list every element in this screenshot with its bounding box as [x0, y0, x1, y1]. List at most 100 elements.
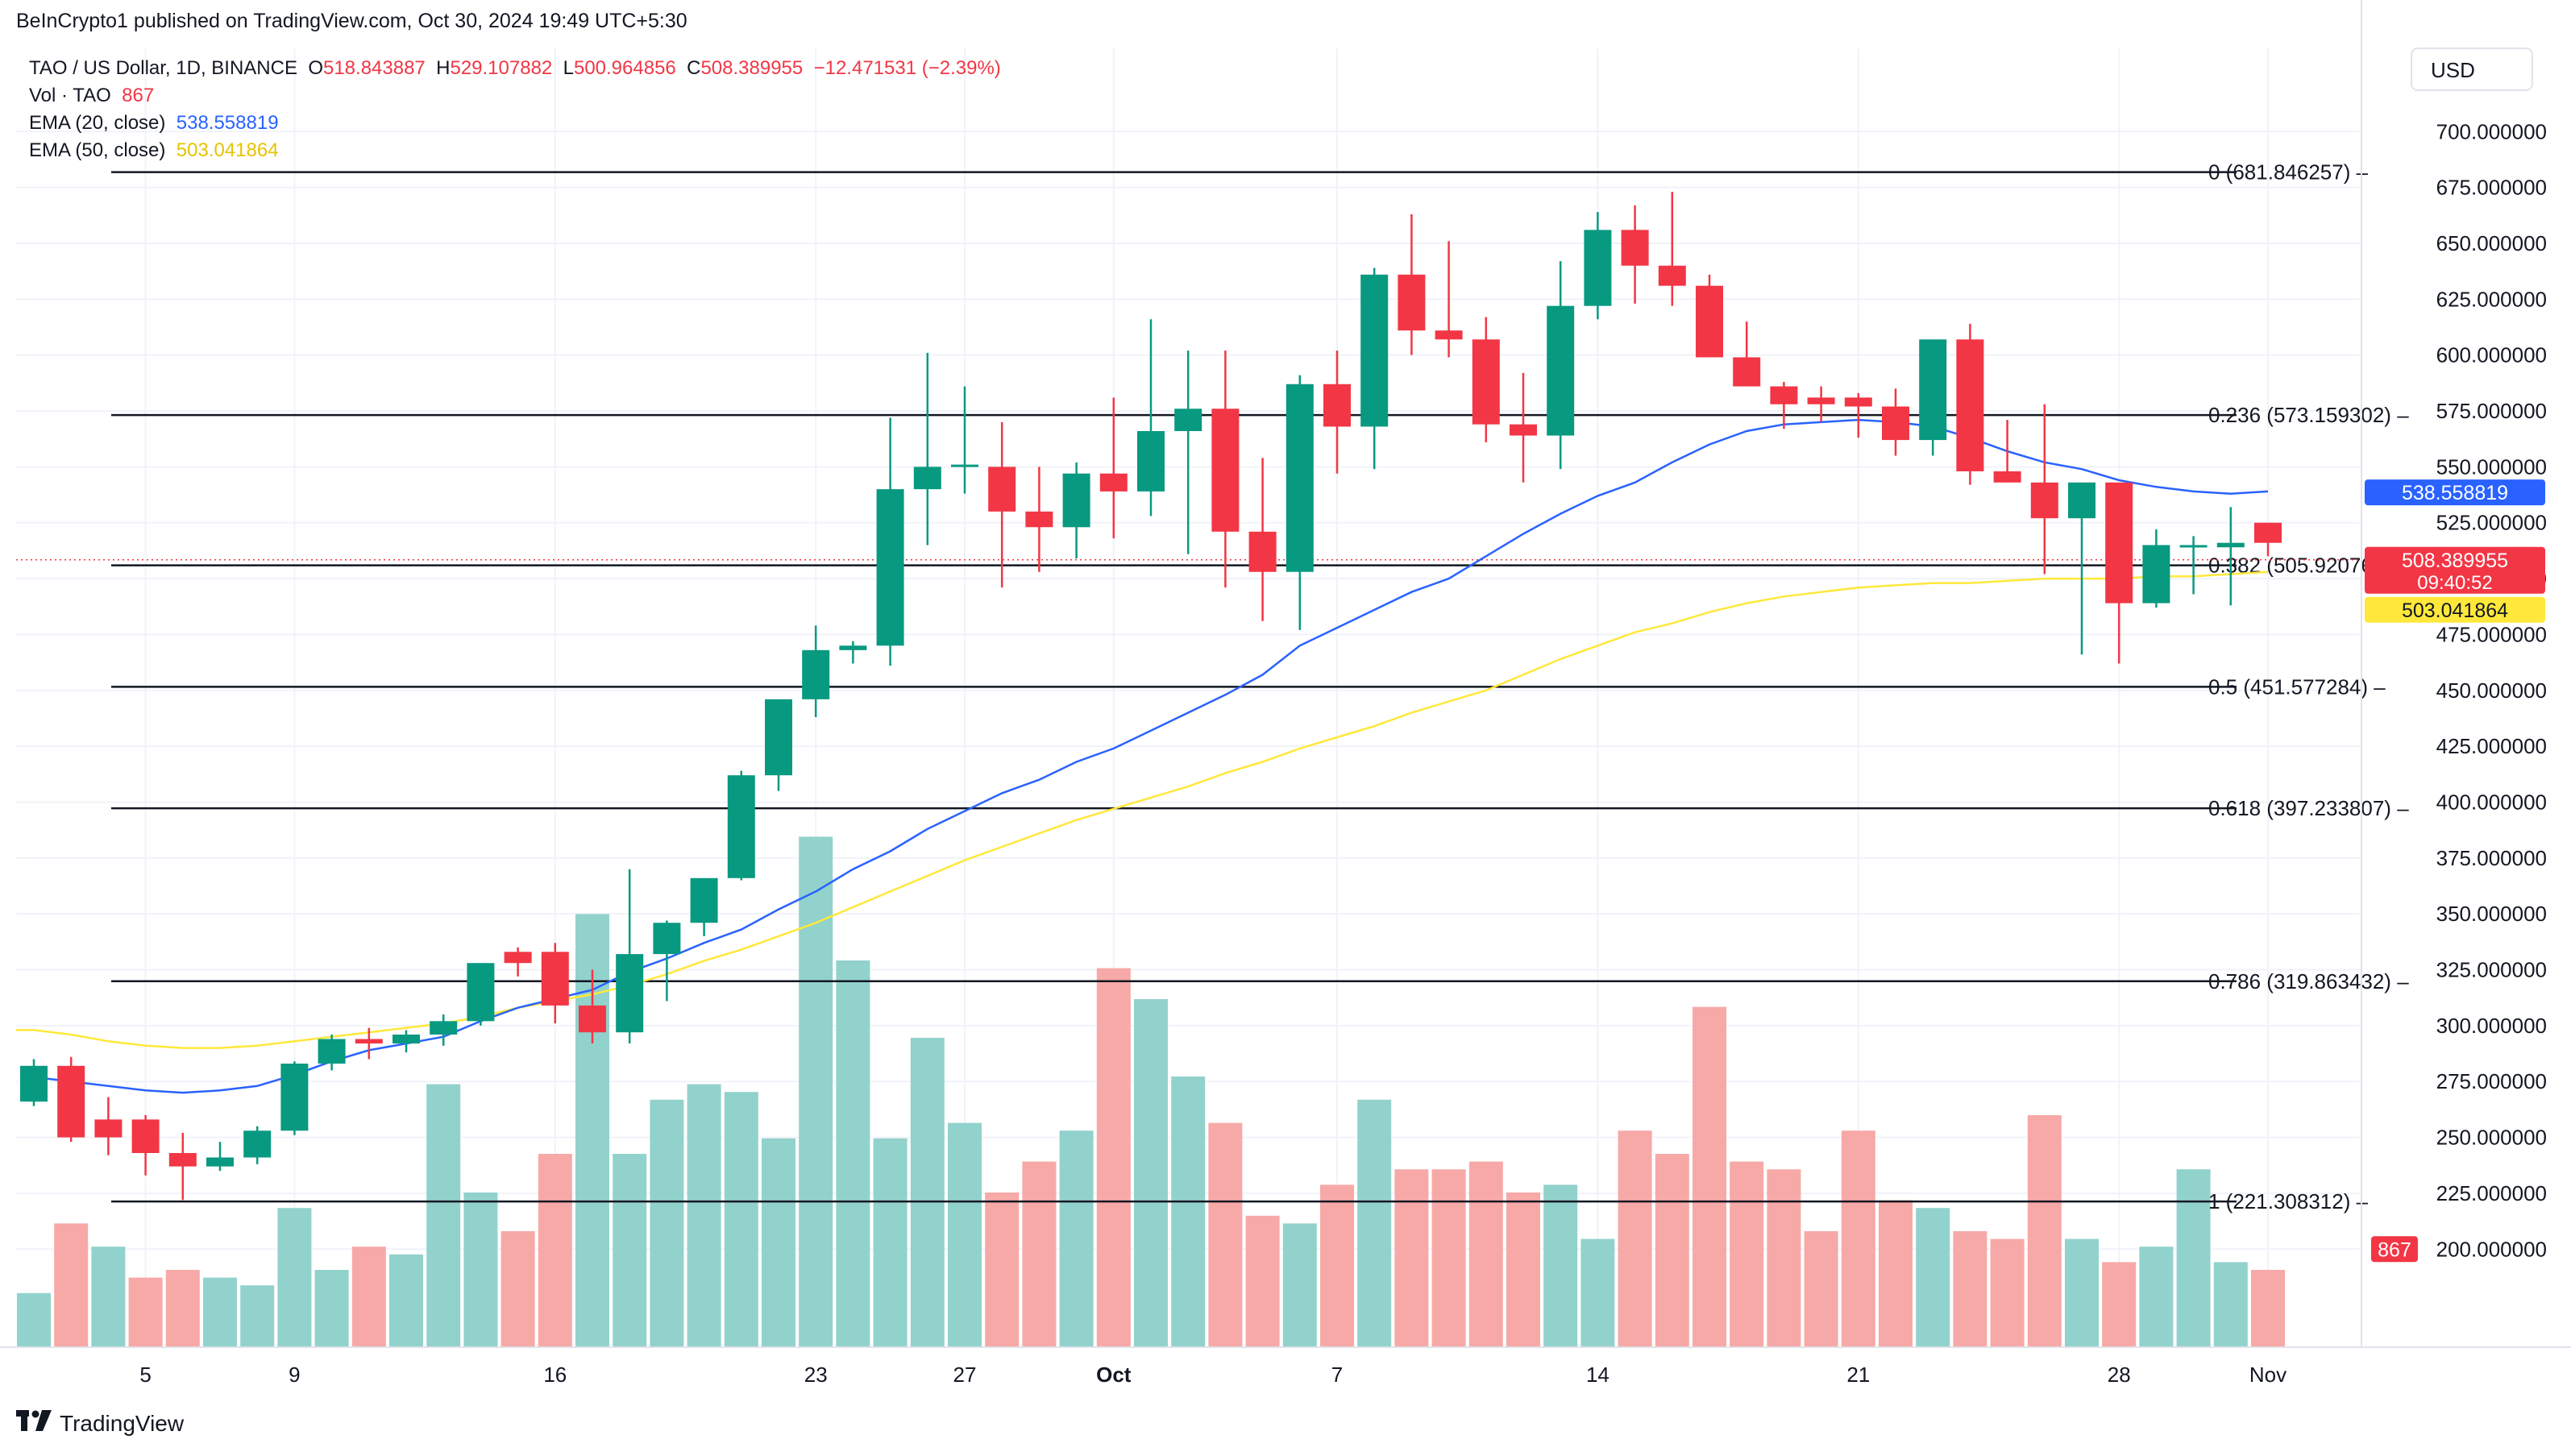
volume-label[interactable]: Vol · TAO	[29, 85, 111, 106]
candle[interactable]	[1658, 192, 1686, 306]
candle[interactable]	[1435, 241, 1463, 358]
volume-bar	[165, 1270, 200, 1347]
ema20-value: 538.558819	[176, 112, 279, 134]
candle[interactable]	[2030, 404, 2058, 575]
candle-body	[913, 467, 941, 490]
volume-bar	[1096, 968, 1131, 1347]
fibonacci-retracement[interactable]: 0 (681.846257) – 0.236 (573.159302) – 0.…	[16, 160, 2409, 1214]
candle[interactable]	[1062, 462, 1090, 559]
candle-body	[2105, 482, 2133, 604]
candle[interactable]	[467, 963, 495, 1026]
candle[interactable]	[579, 969, 606, 1044]
x-tick-label: 9	[289, 1363, 300, 1387]
y-tick-label: 375.000000	[2436, 846, 2547, 870]
candle-body	[579, 1005, 606, 1033]
candle[interactable]	[690, 877, 718, 936]
candle[interactable]	[653, 920, 681, 1002]
y-tick-label: 325.000000	[2436, 958, 2547, 982]
candle[interactable]	[2068, 482, 2095, 655]
candle[interactable]	[1472, 317, 1500, 442]
candle[interactable]	[1547, 261, 1575, 470]
candle[interactable]	[2254, 522, 2282, 557]
tradingview-brand[interactable]: TradingView	[16, 1410, 184, 1437]
candle[interactable]	[1956, 323, 1984, 485]
candle[interactable]	[1286, 375, 1314, 630]
candle[interactable]	[280, 1061, 309, 1135]
volume-bar	[2251, 1270, 2285, 1347]
candle[interactable]	[2216, 507, 2245, 606]
volume-bar	[351, 1247, 386, 1347]
candle[interactable]	[355, 1027, 383, 1060]
candle[interactable]	[1621, 205, 1649, 304]
candle[interactable]	[1137, 319, 1165, 516]
candle[interactable]	[168, 1133, 197, 1201]
candle[interactable]	[1882, 388, 1909, 456]
candle[interactable]	[913, 352, 941, 545]
candle[interactable]	[1993, 420, 2021, 483]
ema50-label[interactable]: EMA (50, close)	[29, 139, 166, 161]
candle[interactable]	[1510, 372, 1537, 483]
symbol-title[interactable]: TAO / US Dollar, 1D, BINANCE	[29, 57, 297, 79]
candle[interactable]	[1770, 381, 1798, 429]
candle-body	[839, 645, 867, 650]
ema20-line	[33, 418, 2269, 1094]
x-tick-label: 5	[139, 1363, 151, 1387]
candle[interactable]	[1211, 351, 1240, 588]
candle[interactable]	[2142, 529, 2170, 608]
low-label: L	[563, 57, 574, 79]
published-by-line: BeInCrypto1 published on TradingView.com…	[16, 10, 687, 32]
candle[interactable]	[765, 699, 792, 791]
candle[interactable]	[1844, 392, 1872, 438]
y-tick-label: 400.000000	[2436, 790, 2547, 814]
axes[interactable]: 700.000000 675.000000 650.000000 625.000000…	[0, 0, 2571, 1387]
candle[interactable]	[20, 1059, 48, 1106]
currency-button-frame[interactable]	[2411, 48, 2533, 91]
candlesticks[interactable]	[20, 192, 2282, 1201]
candle[interactable]	[1398, 214, 1426, 355]
candle[interactable]	[393, 1030, 420, 1053]
candle[interactable]	[1174, 351, 1202, 554]
candle[interactable]	[94, 1097, 123, 1155]
candle-body	[1398, 274, 1426, 331]
candle[interactable]	[243, 1126, 272, 1164]
volume-bar	[687, 1084, 721, 1347]
candle[interactable]	[616, 869, 644, 1044]
candle[interactable]	[1360, 268, 1389, 470]
candle[interactable]	[839, 641, 867, 664]
candle[interactable]	[1733, 321, 1761, 387]
candle[interactable]	[727, 770, 755, 881]
candle[interactable]	[2179, 536, 2208, 595]
volume-bar	[1916, 1208, 1950, 1347]
candle[interactable]	[430, 1014, 458, 1046]
candle[interactable]	[131, 1114, 160, 1176]
volume-bar	[1580, 1238, 1615, 1347]
candle[interactable]	[1919, 339, 1947, 456]
candle-body	[243, 1130, 272, 1158]
candle-body	[988, 467, 1016, 512]
candle[interactable]	[1025, 467, 1053, 572]
candle[interactable]	[541, 943, 569, 1024]
candle[interactable]	[1807, 386, 1835, 422]
candle[interactable]	[57, 1056, 85, 1143]
x-tick-label: 16	[543, 1363, 567, 1387]
candle-body	[1248, 531, 1277, 572]
candle[interactable]	[206, 1142, 234, 1172]
candle[interactable]	[1099, 397, 1128, 539]
candle[interactable]	[802, 625, 830, 718]
x-tick-label: Nov	[2249, 1363, 2286, 1387]
candle[interactable]	[1696, 274, 1723, 358]
candle[interactable]	[1323, 351, 1351, 474]
currency-button[interactable]: USD	[2431, 58, 2475, 82]
candle[interactable]	[876, 417, 904, 666]
candle[interactable]	[951, 386, 978, 494]
candle[interactable]	[988, 421, 1016, 588]
candle[interactable]	[1248, 458, 1277, 621]
candle-body	[1360, 274, 1389, 427]
candle[interactable]	[2105, 482, 2133, 664]
ema20-label[interactable]: EMA (20, close)	[29, 112, 166, 134]
candle[interactable]	[318, 1034, 346, 1071]
candle[interactable]	[1584, 212, 1612, 320]
candle[interactable]	[504, 947, 532, 977]
